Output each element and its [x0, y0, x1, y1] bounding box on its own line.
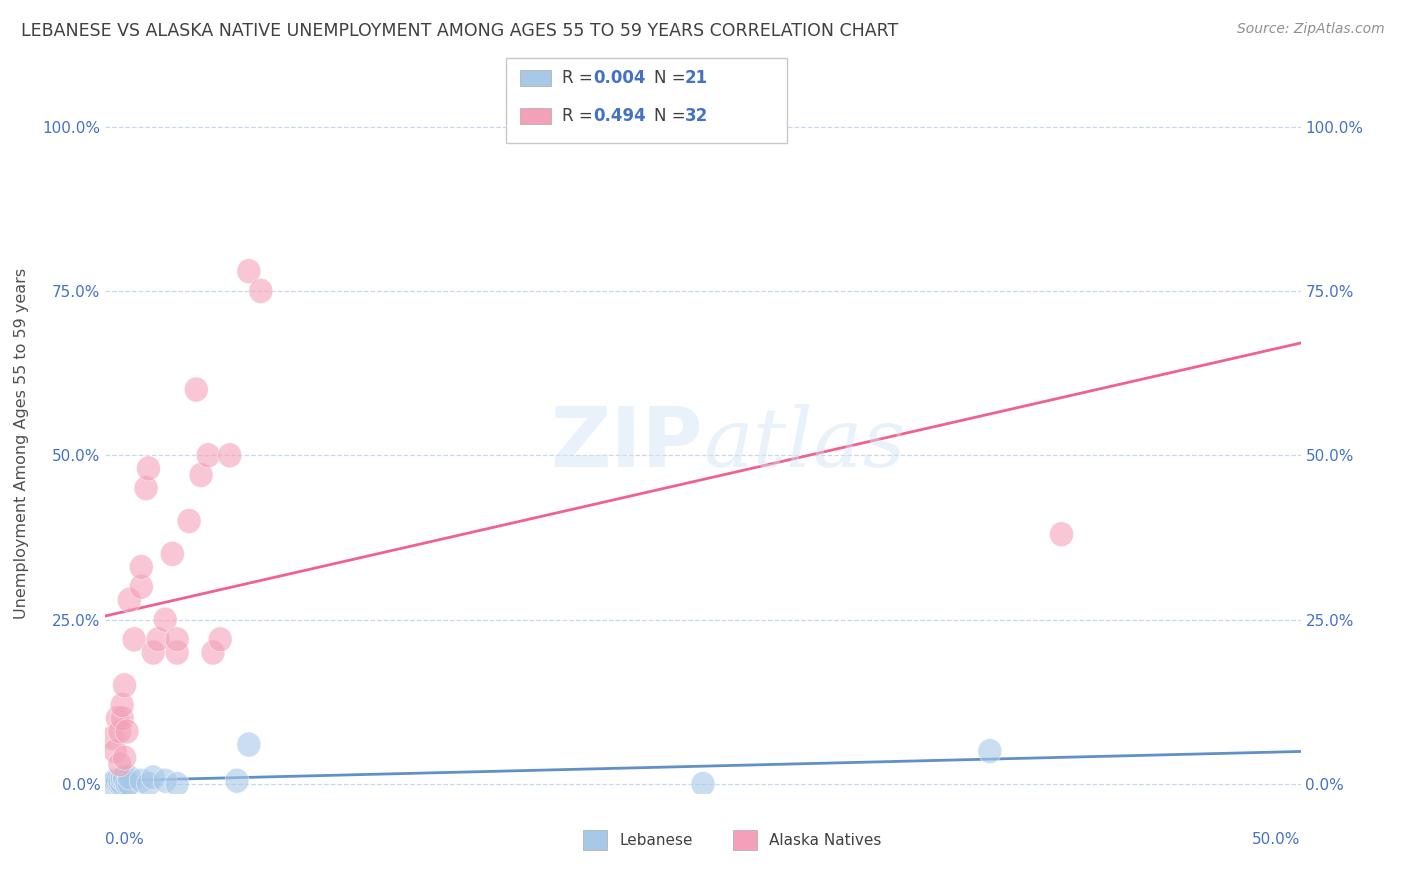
Ellipse shape	[236, 732, 262, 757]
Ellipse shape	[101, 772, 125, 797]
Ellipse shape	[110, 692, 134, 717]
Ellipse shape	[108, 772, 132, 797]
Ellipse shape	[108, 752, 132, 777]
Text: atlas: atlas	[703, 404, 905, 483]
Ellipse shape	[166, 772, 188, 797]
Ellipse shape	[153, 768, 177, 793]
FancyBboxPatch shape	[733, 830, 756, 850]
Ellipse shape	[249, 278, 273, 303]
Ellipse shape	[236, 259, 262, 284]
Text: 0.0%: 0.0%	[105, 832, 145, 847]
Ellipse shape	[979, 739, 1001, 764]
Ellipse shape	[692, 772, 716, 797]
Y-axis label: Unemployment Among Ages 55 to 59 years: Unemployment Among Ages 55 to 59 years	[14, 268, 28, 619]
Text: LEBANESE VS ALASKA NATIVE UNEMPLOYMENT AMONG AGES 55 TO 59 YEARS CORRELATION CHA: LEBANESE VS ALASKA NATIVE UNEMPLOYMENT A…	[21, 22, 898, 40]
Ellipse shape	[112, 765, 136, 790]
FancyBboxPatch shape	[583, 830, 607, 850]
Ellipse shape	[136, 772, 160, 797]
Text: Source: ZipAtlas.com: Source: ZipAtlas.com	[1237, 22, 1385, 37]
Text: 0.004: 0.004	[593, 69, 645, 87]
Ellipse shape	[184, 377, 208, 402]
Ellipse shape	[112, 673, 136, 698]
Ellipse shape	[101, 725, 125, 750]
Text: N =: N =	[654, 69, 690, 87]
Ellipse shape	[166, 640, 188, 665]
Ellipse shape	[208, 627, 232, 652]
Ellipse shape	[134, 475, 157, 500]
Ellipse shape	[103, 768, 127, 793]
Text: Alaska Natives: Alaska Natives	[769, 832, 882, 847]
Ellipse shape	[129, 555, 153, 580]
Text: R =: R =	[562, 69, 599, 87]
Text: 32: 32	[685, 107, 709, 125]
Ellipse shape	[188, 463, 214, 488]
Text: ZIP: ZIP	[551, 403, 703, 484]
Ellipse shape	[118, 765, 141, 790]
Ellipse shape	[122, 627, 146, 652]
Ellipse shape	[110, 772, 134, 797]
Ellipse shape	[108, 719, 132, 744]
Ellipse shape	[115, 772, 139, 797]
Ellipse shape	[177, 508, 201, 533]
Ellipse shape	[141, 640, 166, 665]
Ellipse shape	[1049, 522, 1074, 547]
Ellipse shape	[105, 768, 129, 793]
Ellipse shape	[112, 768, 136, 793]
Ellipse shape	[110, 706, 134, 731]
Ellipse shape	[160, 541, 184, 566]
Ellipse shape	[115, 719, 139, 744]
Ellipse shape	[201, 640, 225, 665]
Ellipse shape	[197, 442, 221, 467]
Ellipse shape	[136, 456, 160, 481]
Ellipse shape	[129, 574, 153, 599]
Text: Lebanese: Lebanese	[620, 832, 693, 847]
Ellipse shape	[118, 588, 141, 613]
Ellipse shape	[166, 627, 188, 652]
Text: 50.0%: 50.0%	[1253, 832, 1301, 847]
Ellipse shape	[112, 745, 136, 770]
Text: R =: R =	[562, 107, 599, 125]
Ellipse shape	[129, 768, 153, 793]
Text: 21: 21	[685, 69, 707, 87]
Ellipse shape	[153, 607, 177, 632]
Ellipse shape	[141, 765, 166, 790]
Ellipse shape	[110, 766, 134, 791]
Ellipse shape	[146, 627, 170, 652]
Ellipse shape	[225, 768, 249, 793]
Ellipse shape	[103, 739, 127, 764]
Ellipse shape	[118, 772, 141, 797]
Ellipse shape	[108, 768, 132, 793]
Ellipse shape	[218, 442, 242, 467]
Ellipse shape	[105, 706, 129, 731]
Text: N =: N =	[654, 107, 690, 125]
Text: 0.494: 0.494	[593, 107, 647, 125]
